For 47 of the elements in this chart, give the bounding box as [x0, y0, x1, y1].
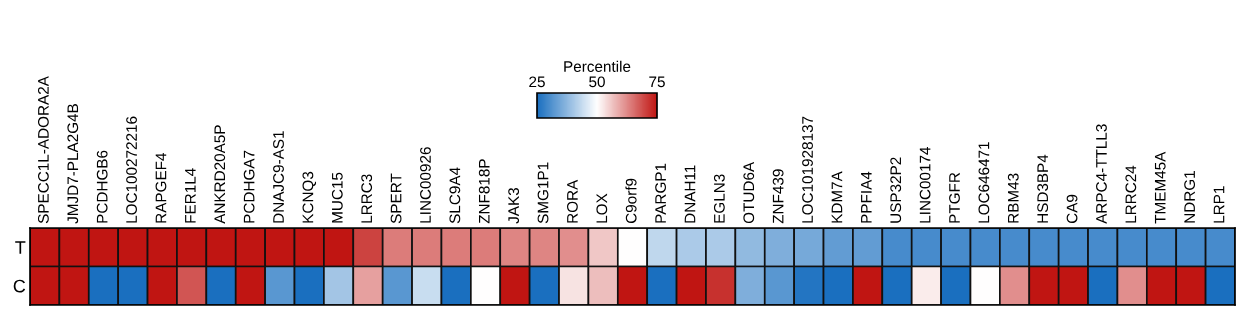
color-bar-label: 25	[529, 76, 545, 88]
x-tick-label: LRP1	[1213, 186, 1225, 223]
x-tick-label: FER1L4	[185, 168, 196, 223]
x-tick-label: EGLN3	[713, 174, 725, 223]
x-tick-label: LINC00926	[420, 147, 431, 223]
x-tick-label: RBM43	[1007, 173, 1019, 223]
x-tick-label: HSD3BP4	[1037, 154, 1049, 223]
x-tick-label: ZNF818P	[478, 159, 490, 224]
x-tick-label: MUC15	[331, 172, 343, 223]
x-tick-label: SMG1P1	[537, 162, 549, 224]
x-tick-label: DNAH11	[684, 165, 696, 223]
x-tick-label: PARGP1	[655, 163, 666, 223]
x-tick-label: RAPGEF4	[155, 152, 167, 223]
x-tick-label: TMEM45A	[1154, 151, 1166, 224]
x-tick-label: LOX	[596, 193, 608, 223]
x-tick-label: PCDHGA7	[243, 150, 255, 223]
x-tick-label: LRRC24	[1125, 165, 1137, 223]
x-tick-label: CA9	[1066, 194, 1078, 224]
x-tick-label: USP32P2	[890, 157, 902, 223]
x-tick-label: KCNQ3	[302, 171, 317, 223]
x-tick-label: ANKRD20A5P	[214, 125, 226, 224]
x-tick-label: LOC101928137	[802, 116, 813, 223]
x-tick-label: ZNF439	[772, 169, 784, 224]
x-tick-label: OTUD6A	[743, 161, 755, 224]
y-tick-label: T	[15, 241, 26, 254]
x-tick-label: PCDHGB6	[96, 150, 108, 223]
color-bar-label: 50	[589, 76, 605, 88]
color-bar-label: 75	[649, 76, 665, 88]
color-bar-title: Percentile	[564, 60, 631, 72]
y-tick-label: C	[13, 279, 26, 293]
x-tick-label: C9orf9	[625, 178, 637, 224]
x-tick-label: LOC646471	[978, 142, 990, 223]
x-tick-label: SPERT	[390, 173, 402, 224]
x-tick-label: LRRC3	[361, 174, 373, 223]
x-tick-label: JAK3	[508, 187, 520, 224]
x-tick-label: NDRG1	[1184, 171, 1196, 223]
x-tick-label: RORA	[567, 179, 578, 223]
x-tick-label: DNAJC9-AS1	[273, 131, 284, 223]
x-tick-label: JMJD7-PLA2G4B	[67, 104, 79, 224]
x-tick-label: LINC00174	[919, 146, 931, 223]
x-tick-label: LOC100272216	[126, 116, 137, 223]
x-tick-label: SLC9A4	[449, 167, 461, 224]
x-tick-label: ARPC4-TTLL3	[1096, 124, 1107, 224]
x-tick-label: KDM7A	[831, 171, 843, 223]
x-tick-label: SPECC1L-ADORA2A	[37, 76, 49, 224]
x-tick-label: PPFIA4	[861, 171, 872, 223]
x-tick-label: PTGFR	[949, 172, 960, 223]
